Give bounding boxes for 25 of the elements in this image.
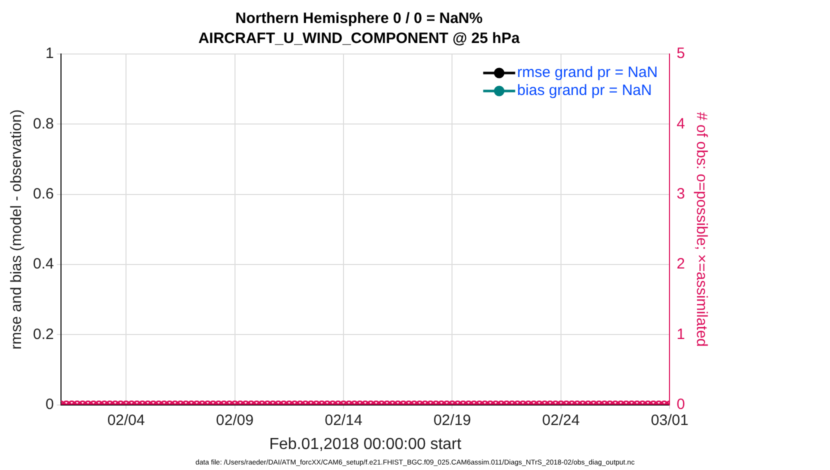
y-tick-label: 0	[46, 396, 54, 413]
x-tick-label: 03/01	[650, 412, 688, 429]
x-tick-label: 02/19	[433, 412, 471, 429]
y2-tick-label: 5	[676, 45, 685, 62]
chart-title: Northern Hemisphere 0 / 0 = NaN%	[235, 10, 483, 28]
y-axis-title: rmse and bias (model - observation)	[8, 109, 26, 350]
legend-label: rmse grand pr = NaN	[517, 64, 658, 82]
y2-tick-label: 3	[676, 185, 685, 202]
y-tick-label: 0.6	[32, 185, 54, 202]
y2-tick-label: 4	[676, 115, 685, 132]
x-tick-label: 02/24	[542, 412, 580, 429]
y2-tick-label: 1	[676, 326, 685, 343]
x-tick-label: 02/14	[324, 412, 362, 429]
y2-tick-label: 0	[676, 396, 685, 413]
y-tick-label: 0.2	[32, 326, 54, 343]
legend-label: bias grand pr = NaN	[517, 82, 652, 100]
y2-tick-label: 2	[676, 256, 685, 273]
y-tick-label: 0.8	[32, 115, 54, 132]
x-tick-label: 02/04	[107, 412, 145, 429]
x-axis-title: Feb.01,2018 00:00:00 start	[269, 436, 462, 453]
y2-axis-title: # of obs: o=possible; ×=assimilated	[692, 112, 710, 347]
y-tick-label: 0.4	[32, 256, 54, 273]
x-tick-label: 02/09	[216, 412, 254, 429]
y-tick-label: 1	[46, 45, 54, 62]
chart-subtitle: AIRCRAFT_U_WIND_COMPONENT @ 25 hPa	[198, 30, 520, 48]
